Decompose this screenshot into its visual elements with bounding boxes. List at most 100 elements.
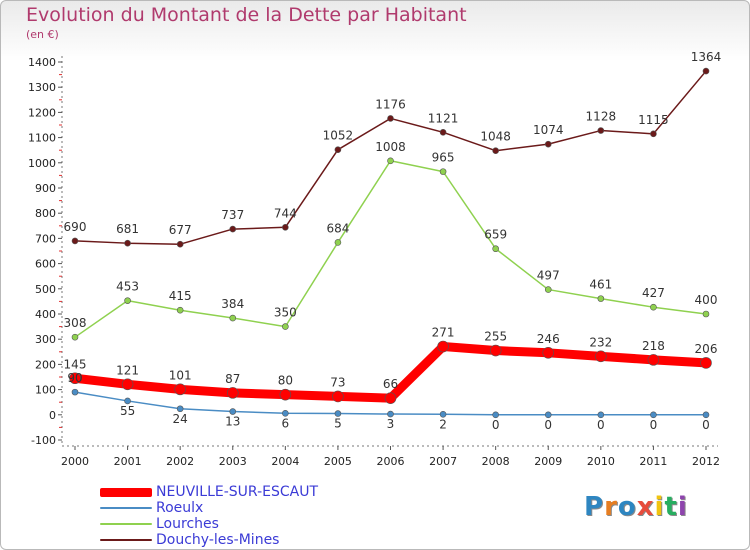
x-tick-label: 2009 [534, 455, 562, 468]
data-point [124, 397, 131, 405]
data-label: 737 [221, 208, 244, 222]
data-label: 90 [67, 371, 82, 385]
logo-letter: i [677, 492, 688, 522]
data-label: 246 [537, 332, 560, 346]
data-label: 965 [432, 151, 455, 165]
y-tick-label: -100 [31, 434, 56, 447]
data-point [650, 411, 657, 419]
data-point [492, 147, 499, 155]
data-label: 232 [589, 335, 612, 349]
data-point [334, 410, 342, 417]
data-point [544, 140, 552, 148]
y-tick-label: 800 [35, 207, 56, 220]
logo-letter: x [636, 492, 655, 522]
series-line-lourches [74, 160, 707, 338]
data-label: 453 [116, 280, 139, 294]
y-tick-label: 900 [35, 182, 56, 195]
x-tick-label: 2010 [587, 455, 615, 468]
data-point [69, 372, 81, 385]
data-label: 145 [64, 357, 87, 371]
data-labels: 90 55 24 13 6 5 3 2 0 0 0 0 0 308 453 415 384 350 684 1008 9… [64, 50, 722, 432]
data-label: 427 [642, 286, 665, 300]
data-point [702, 67, 710, 75]
x-tick-label: 2001 [114, 455, 142, 468]
data-point [544, 286, 552, 293]
data-point [124, 239, 131, 247]
data-point [439, 129, 447, 136]
data-label: 0 [702, 418, 710, 432]
data-label: 308 [64, 316, 87, 330]
data-label: 6 [282, 416, 290, 430]
data-label: 206 [695, 342, 718, 356]
data-label: 66 [383, 377, 398, 391]
data-point [387, 410, 394, 418]
data-label: 1364 [691, 50, 722, 64]
data-label: 684 [326, 221, 349, 235]
x-tick-label: 2002 [166, 455, 194, 468]
x-tick-label: 2000 [61, 455, 89, 468]
y-tick-label: 600 [35, 258, 56, 271]
chart-subtitle: (en €) [26, 28, 59, 41]
data-point [544, 411, 552, 419]
data-point [647, 354, 660, 366]
data-point [174, 383, 186, 396]
y-tick-label: 300 [35, 333, 56, 346]
data-label: 2 [439, 417, 447, 431]
data-label: 1008 [375, 140, 406, 154]
data-point [650, 130, 657, 138]
data-point [387, 157, 394, 165]
data-point [71, 388, 79, 396]
data-point [597, 411, 605, 419]
data-point [176, 405, 184, 413]
data-point [71, 333, 79, 341]
data-point [597, 127, 605, 134]
data-point [439, 410, 447, 418]
data-label: 255 [484, 330, 507, 344]
data-label: 218 [642, 339, 665, 353]
x-tick-label: 2011 [639, 455, 667, 468]
data-label: 415 [169, 289, 192, 303]
data-point [282, 323, 289, 330]
data-point [229, 408, 237, 415]
data-point [542, 347, 555, 359]
x-tick-label: 2004 [271, 455, 299, 468]
data-label: 1121 [428, 111, 459, 125]
data-label: 5 [334, 417, 342, 431]
data-label: 80 [278, 374, 293, 388]
data-point [387, 115, 394, 122]
chart-title: Evolution du Montant de la Dette par Hab… [26, 4, 467, 26]
data-label: 3 [387, 417, 395, 431]
data-point [702, 310, 710, 318]
y-tick-label: 1400 [28, 56, 56, 69]
data-label: 55 [120, 404, 135, 418]
legend-swatch [100, 488, 152, 497]
legend-swatch [100, 523, 152, 525]
data-point [702, 411, 710, 419]
y-tick-label: 400 [35, 308, 56, 321]
data-point [229, 225, 237, 233]
y-tick-label: 700 [35, 232, 56, 245]
data-point [176, 240, 184, 248]
data-label: 87 [225, 372, 240, 386]
data-point [176, 306, 184, 314]
data-point [282, 224, 289, 231]
data-label: 0 [650, 418, 658, 432]
logo-letter: r [604, 492, 618, 522]
data-point [121, 378, 134, 391]
y-tick-label: 100 [35, 384, 56, 397]
y-tick-label: 1000 [28, 157, 56, 170]
data-point [334, 239, 342, 246]
data-points [69, 67, 712, 419]
y-tick-label: 0 [49, 409, 56, 422]
legend-label: Lourches [156, 516, 219, 532]
data-label: 461 [589, 278, 612, 292]
data-point [597, 295, 605, 302]
data-label: 690 [64, 220, 87, 234]
axes: -100010020030040050060070080090010001100… [28, 56, 720, 468]
x-tick-label: 2008 [482, 455, 510, 468]
data-point [71, 237, 79, 245]
data-point [332, 390, 344, 403]
data-label: 1128 [586, 110, 617, 124]
data-label: 121 [116, 363, 139, 377]
proxiti-logo: Proxiti [584, 492, 688, 522]
